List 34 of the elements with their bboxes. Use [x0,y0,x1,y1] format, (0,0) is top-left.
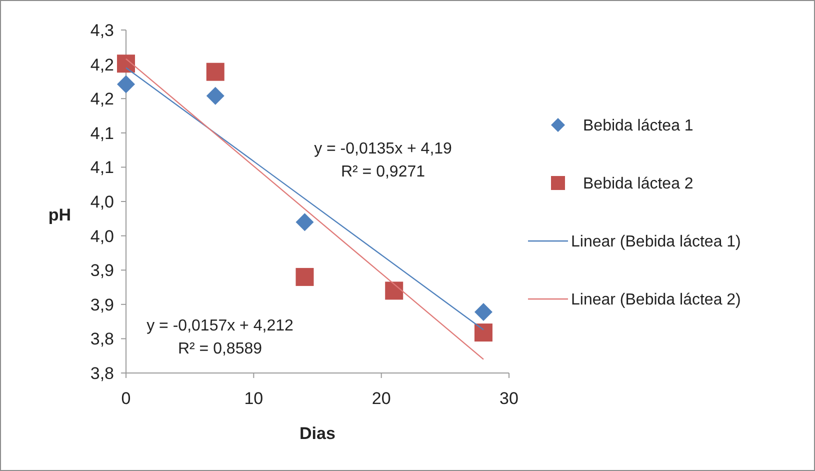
point [296,213,314,232]
x-tick-label: 10 [244,388,264,408]
point [117,54,135,73]
point [206,62,224,81]
legend-label: Linear (Bebida láctea 1) [571,234,741,251]
y-tick-label: 3,8 [90,330,114,349]
y-tick-label: 3,9 [90,295,114,314]
point [385,282,404,300]
point [296,268,314,286]
y-tick-label: 4,1 [90,158,114,178]
y-axis-title: pH [48,205,71,224]
point [206,86,224,105]
annotation: R² = 0,9271 [340,164,426,181]
y-tick-label: 4,2 [90,55,114,74]
y-tick-label: 4,0 [90,192,114,212]
x-tick-label: 30 [500,388,518,408]
annotation: y = -0,0157x + 4,212 [146,318,294,335]
annotation: R² = 0,8589 [178,340,262,358]
y-tick-label: 3,8 [90,364,114,383]
point [117,75,135,94]
point [474,324,492,342]
y-tick-label: 4,0 [90,226,114,246]
x-axis-title: Dias [300,424,336,443]
annotation: y = -0,0135x + 4,19 [314,140,452,158]
y-tick-label: 4,1 [90,124,114,143]
y-tick-label: 4,3 [90,20,114,40]
legend-label: Bebida láctea 2 [583,176,694,193]
point [474,302,492,321]
x-tick-label: 20 [372,388,391,408]
y-tick-label: 3,9 [90,261,114,280]
legend-label: Linear (Bebida láctea 2) [571,292,741,309]
y-tick-label: 4,2 [90,90,114,109]
x-tick-label: 0 [121,388,131,408]
legend-label: Bebida láctea 1 [583,118,694,135]
